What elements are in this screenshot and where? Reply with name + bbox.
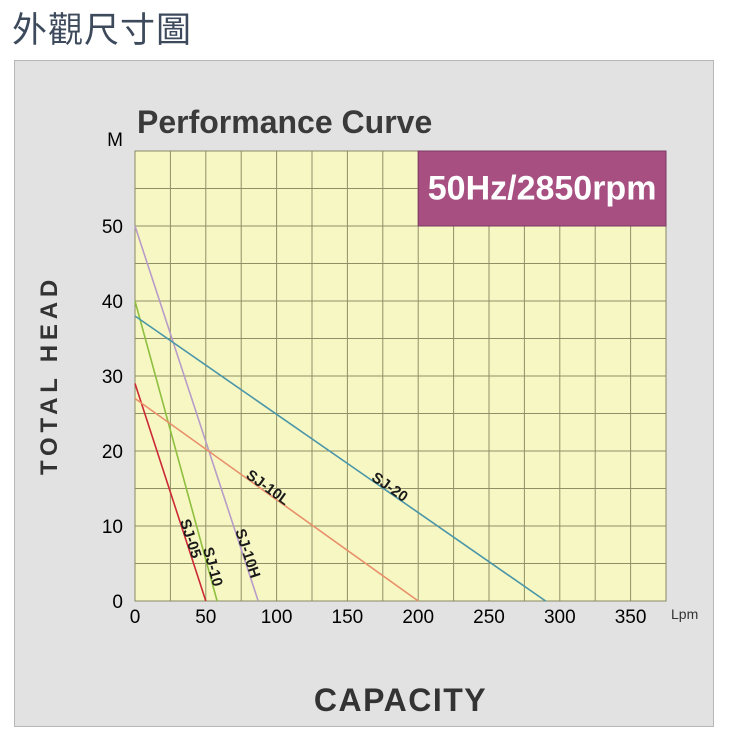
svg-text:30: 30: [102, 367, 123, 388]
svg-text:0: 0: [112, 592, 123, 613]
svg-text:200: 200: [402, 607, 434, 628]
svg-text:350: 350: [615, 607, 647, 628]
svg-text:250: 250: [473, 607, 505, 628]
svg-text:Lpm: Lpm: [671, 606, 698, 622]
svg-text:150: 150: [332, 607, 364, 628]
svg-text:100: 100: [261, 607, 293, 628]
svg-text:M: M: [107, 130, 123, 151]
svg-text:300: 300: [544, 607, 576, 628]
svg-text:20: 20: [102, 442, 123, 463]
svg-text:50: 50: [195, 607, 216, 628]
svg-text:0: 0: [130, 607, 141, 628]
svg-text:10: 10: [102, 517, 123, 538]
svg-text:40: 40: [102, 292, 123, 313]
svg-text:50: 50: [102, 217, 123, 238]
svg-text:50Hz/2850rpm: 50Hz/2850rpm: [428, 170, 657, 208]
